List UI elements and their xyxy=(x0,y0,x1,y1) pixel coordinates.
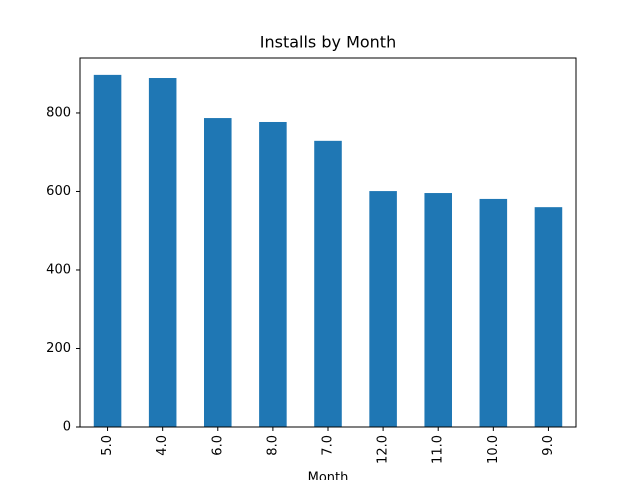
bar xyxy=(259,121,287,427)
bar xyxy=(424,193,452,427)
y-tick-label: 200 xyxy=(46,341,71,356)
x-tick-label: 7.0 xyxy=(321,435,336,456)
x-axis-label: Month xyxy=(308,471,349,480)
y-tick-label: 400 xyxy=(46,262,71,277)
bar xyxy=(204,118,232,427)
x-tick-label: 12.0 xyxy=(376,435,391,464)
x-tick-label: 10.0 xyxy=(486,435,501,464)
bar xyxy=(369,191,397,427)
y-tick-label: 800 xyxy=(46,105,71,120)
x-tick-label: 4.0 xyxy=(155,435,170,456)
bar xyxy=(93,74,122,427)
x-tick-label: 9.0 xyxy=(541,435,556,456)
y-tick-label: 0 xyxy=(63,420,71,435)
bar xyxy=(314,140,342,427)
bar xyxy=(148,78,177,428)
chart-title: Installs by Month xyxy=(260,33,396,52)
plot-frame xyxy=(79,57,577,428)
bar xyxy=(479,198,508,427)
x-tick-label: 8.0 xyxy=(265,435,280,456)
x-tick-label: 11.0 xyxy=(431,435,446,464)
x-tick-label: 6.0 xyxy=(210,435,225,456)
y-tick-label: 600 xyxy=(46,184,71,199)
x-tick-label: 5.0 xyxy=(100,435,115,456)
bar xyxy=(534,207,563,427)
